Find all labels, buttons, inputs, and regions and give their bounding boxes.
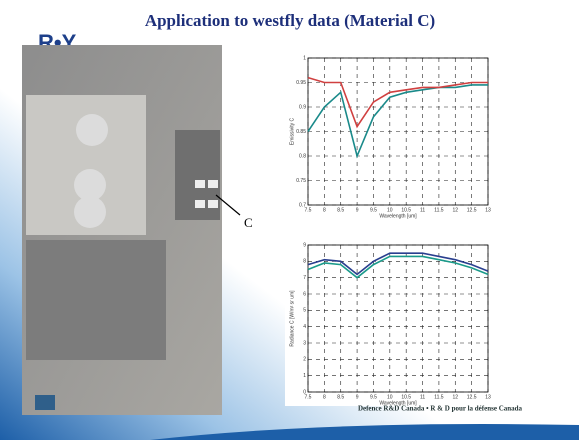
x-tick-label: 9.5 — [370, 207, 377, 213]
y-axis-label: Emissivity C — [289, 118, 295, 146]
x-tick-label: 11.5 — [434, 207, 444, 213]
y-tick-label: 0.95 — [296, 80, 306, 86]
x-tick-label: 8 — [323, 394, 326, 400]
x-tick-label: 8 — [323, 207, 326, 213]
x-tick-label: 8.5 — [337, 207, 344, 213]
y-tick-label: 0.75 — [296, 178, 306, 184]
x-tick-label: 11 — [420, 394, 425, 400]
y-tick-label: 7 — [303, 275, 306, 281]
image-label: C — [244, 215, 253, 230]
slide: R•Y Application to westfly data (Materia… — [0, 0, 579, 440]
y-tick-label: 4 — [303, 324, 306, 330]
x-tick-label: 9.5 — [370, 394, 377, 400]
x-tick-label: 11 — [420, 207, 425, 213]
aerial-photo — [22, 45, 222, 415]
y-axis-label: Radiance C [W/m² sr um] — [289, 290, 295, 347]
y-tick-label: 8 — [303, 259, 306, 265]
y-tick-label: 0.85 — [296, 129, 306, 135]
y-tick-label: 0.9 — [299, 104, 306, 110]
page: R•Y Application to westfly data (Materia… — [0, 0, 579, 440]
y-tick-label: 1 — [303, 373, 306, 379]
x-axis-label: Wavelength [um] — [379, 213, 417, 219]
x-tick-label: 13 — [485, 394, 491, 400]
y-tick-label: 6 — [303, 291, 306, 297]
x-tick-label: 11.5 — [434, 394, 444, 400]
x-tick-label: 7.5 — [305, 207, 312, 213]
x-tick-label: 12 — [452, 394, 458, 400]
x-tick-label: 8.5 — [337, 394, 344, 400]
y-tick-label: 9 — [303, 242, 306, 248]
x-axis-label: Wavelength [um] — [379, 400, 417, 406]
x-tick-label: 12.5 — [467, 394, 477, 400]
slide-title: Application to westfly data (Material C) — [145, 11, 435, 30]
x-tick-label: 9 — [356, 207, 359, 213]
y-tick-label: 0.8 — [299, 153, 306, 159]
x-tick-label: 12 — [452, 207, 458, 213]
y-tick-label: 1 — [303, 55, 306, 61]
x-tick-label: 9 — [356, 394, 359, 400]
x-tick-label: 7.5 — [305, 394, 312, 400]
y-tick-label: 3 — [303, 340, 306, 346]
x-tick-label: 12.5 — [467, 207, 477, 213]
x-tick-label: 13 — [485, 207, 491, 213]
y-tick-label: 5 — [303, 308, 306, 314]
y-tick-label: 2 — [303, 357, 306, 363]
